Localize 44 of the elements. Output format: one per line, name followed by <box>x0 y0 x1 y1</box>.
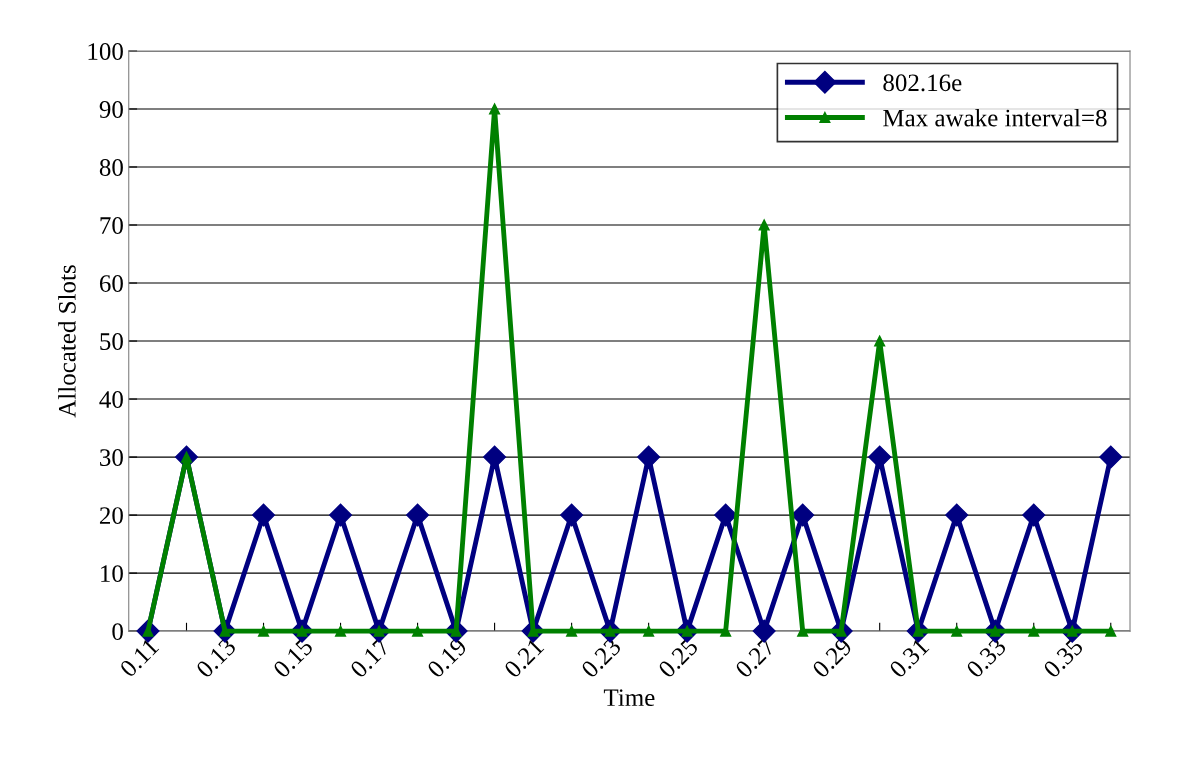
x-tick-label: 0.19 <box>426 637 468 679</box>
point <box>1028 625 1040 637</box>
y-tick-label: 60 <box>99 275 123 292</box>
point <box>566 625 578 637</box>
point <box>412 625 424 637</box>
y-tick-label: 40 <box>99 391 123 408</box>
x-tick-label: 0.23 <box>580 637 622 679</box>
point <box>252 503 276 527</box>
y-tick-label: 10 <box>101 565 123 583</box>
point <box>945 503 969 527</box>
point <box>329 503 353 527</box>
point <box>951 625 963 637</box>
legend-label: Max awake interval=8 <box>883 108 1107 127</box>
y-tick-label: 20 <box>99 507 123 525</box>
point <box>1099 445 1123 469</box>
x-tick-label: 0.25 <box>657 637 699 679</box>
y-axis-title: Allocated Slots <box>58 265 76 418</box>
point <box>1105 625 1117 637</box>
point <box>758 219 770 231</box>
point <box>643 625 655 637</box>
y-tick-label: 100 <box>88 43 123 60</box>
x-tick-label: 0.35 <box>1042 637 1085 679</box>
point <box>874 335 886 347</box>
point <box>791 503 815 527</box>
y-tick-label: 0 <box>112 623 123 641</box>
y-tick-label: 50 <box>100 333 123 350</box>
point <box>406 503 430 527</box>
x-tick-label: 0.21 <box>503 637 545 679</box>
point <box>334 625 347 637</box>
x-axis-title: Time <box>603 689 655 707</box>
y-tick-label: 70 <box>100 217 123 234</box>
legend-label: 802.16e <box>883 74 962 92</box>
y-tick-label: 80 <box>99 159 123 176</box>
x-tick-label: 0.15 <box>272 637 314 679</box>
point <box>489 103 501 115</box>
point <box>560 503 584 527</box>
y-tick-label: 90 <box>99 101 123 118</box>
point <box>257 625 270 637</box>
x-tick-label: 0.33 <box>965 637 1008 679</box>
x-tick-label: 0.31 <box>888 637 930 679</box>
y-tick-label: 30 <box>100 449 123 466</box>
point <box>1022 503 1046 527</box>
x-tick-label: 0.29 <box>811 637 853 679</box>
x-tick-label: 0.13 <box>195 637 237 679</box>
